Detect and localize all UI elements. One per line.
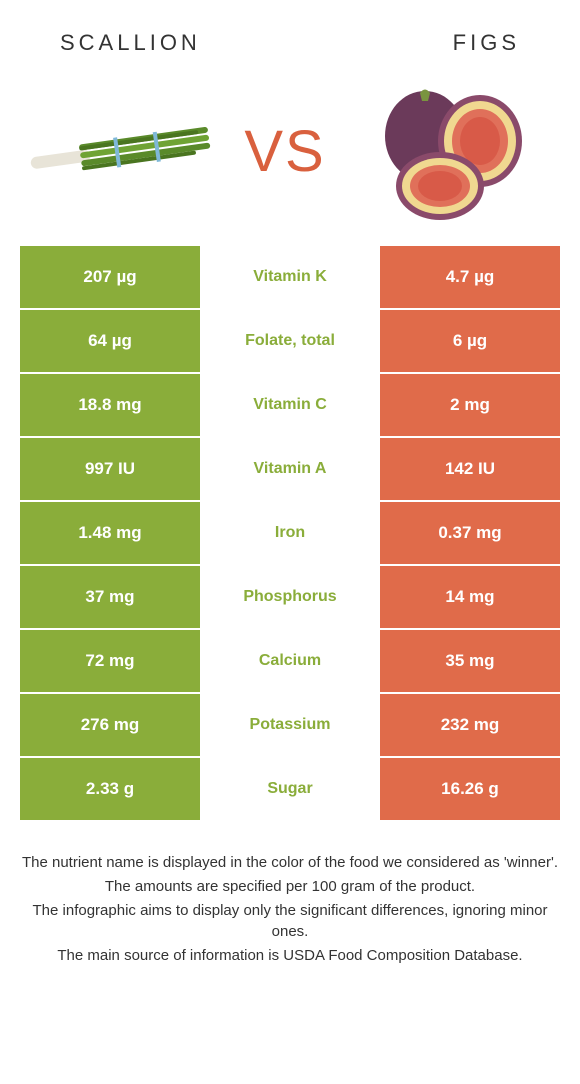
left-value: 276 mg bbox=[20, 694, 200, 756]
nutrient-row: 276 mgPotassium232 mg bbox=[20, 694, 560, 758]
images-row: VS bbox=[0, 66, 580, 246]
scallion-icon bbox=[20, 111, 220, 191]
left-value: 64 µg bbox=[20, 310, 200, 372]
right-value: 0.37 mg bbox=[380, 502, 560, 564]
left-value: 1.48 mg bbox=[20, 502, 200, 564]
nutrient-name: Folate, total bbox=[200, 310, 380, 372]
right-value: 35 mg bbox=[380, 630, 560, 692]
right-value: 16.26 g bbox=[380, 758, 560, 820]
footer-line: The nutrient name is displayed in the co… bbox=[20, 852, 560, 874]
footer-line: The main source of information is USDA F… bbox=[20, 945, 560, 967]
nutrient-name: Vitamin A bbox=[200, 438, 380, 500]
right-value: 142 IU bbox=[380, 438, 560, 500]
nutrient-row: 997 IUVitamin A142 IU bbox=[20, 438, 560, 502]
left-value: 37 mg bbox=[20, 566, 200, 628]
nutrient-row: 2.33 gSugar16.26 g bbox=[20, 758, 560, 822]
fig-icon bbox=[370, 81, 530, 221]
right-value: 4.7 µg bbox=[380, 246, 560, 308]
left-value: 2.33 g bbox=[20, 758, 200, 820]
nutrient-row: 207 µgVitamin K4.7 µg bbox=[20, 246, 560, 310]
left-food-title: SCALLION bbox=[60, 30, 201, 56]
left-value: 207 µg bbox=[20, 246, 200, 308]
nutrient-table: 207 µgVitamin K4.7 µg64 µgFolate, total6… bbox=[20, 246, 560, 822]
right-value: 6 µg bbox=[380, 310, 560, 372]
nutrient-name: Vitamin C bbox=[200, 374, 380, 436]
nutrient-row: 72 mgCalcium35 mg bbox=[20, 630, 560, 694]
nutrient-name: Iron bbox=[200, 502, 380, 564]
right-value: 232 mg bbox=[380, 694, 560, 756]
fig-image bbox=[350, 81, 550, 221]
nutrient-name: Vitamin K bbox=[200, 246, 380, 308]
footer-notes: The nutrient name is displayed in the co… bbox=[20, 852, 560, 967]
footer-line: The infographic aims to display only the… bbox=[20, 900, 560, 944]
right-food-title: FIGS bbox=[453, 30, 520, 56]
nutrient-name: Sugar bbox=[200, 758, 380, 820]
header-row: SCALLION FIGS bbox=[0, 0, 580, 66]
left-value: 72 mg bbox=[20, 630, 200, 692]
nutrient-row: 64 µgFolate, total6 µg bbox=[20, 310, 560, 374]
nutrient-row: 37 mgPhosphorus14 mg bbox=[20, 566, 560, 630]
nutrient-name: Phosphorus bbox=[200, 566, 380, 628]
nutrient-name: Potassium bbox=[200, 694, 380, 756]
right-value: 2 mg bbox=[380, 374, 560, 436]
left-value: 997 IU bbox=[20, 438, 200, 500]
left-value: 18.8 mg bbox=[20, 374, 200, 436]
right-value: 14 mg bbox=[380, 566, 560, 628]
nutrient-name: Calcium bbox=[200, 630, 380, 692]
scallion-image bbox=[20, 81, 220, 221]
vs-label: VS bbox=[244, 118, 325, 185]
nutrient-row: 18.8 mgVitamin C2 mg bbox=[20, 374, 560, 438]
footer-line: The amounts are specified per 100 gram o… bbox=[20, 876, 560, 898]
nutrient-row: 1.48 mgIron0.37 mg bbox=[20, 502, 560, 566]
